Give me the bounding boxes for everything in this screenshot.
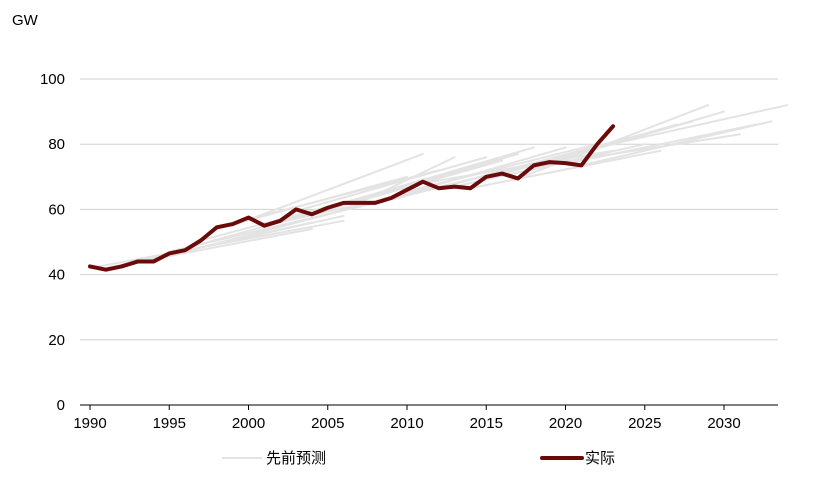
- x-tick-label: 2025: [628, 415, 661, 432]
- x-tick-label: 2000: [232, 415, 265, 432]
- x-tick-label: 2030: [707, 415, 740, 432]
- forecast-line: [564, 123, 757, 165]
- actual-line: [88, 124, 616, 272]
- legend-forecast-label: 先前预测: [266, 449, 326, 467]
- y-unit-label: GW: [12, 12, 39, 29]
- forecast-line: [516, 104, 710, 180]
- forecast-line: [580, 120, 773, 167]
- x-tick-label: 2020: [549, 415, 582, 432]
- legend: 先前预测 实际: [222, 449, 615, 467]
- legend-actual-label: 实际: [585, 449, 615, 467]
- x-tick-label: 2015: [470, 415, 503, 432]
- y-tick-label: 100: [40, 71, 65, 88]
- forecast-line: [295, 156, 488, 213]
- x-axis: 1990 1995 2000 2005 2010 2015 2020 2025 2030: [73, 404, 778, 432]
- y-axis: 0 20 40 60 80 100: [40, 71, 65, 414]
- forecast-line: [406, 143, 599, 193]
- y-tick-label: 40: [48, 267, 65, 284]
- y-tick-label: 0: [57, 397, 65, 414]
- forecast-line: [548, 133, 741, 165]
- forecast-line: [469, 149, 662, 190]
- x-tick-label: 1995: [153, 415, 186, 432]
- forecast-line: [358, 156, 456, 204]
- y-tick-label: 60: [48, 201, 65, 218]
- forecast-line: [596, 104, 789, 149]
- actual-series: [88, 124, 616, 272]
- forecast-line: [231, 152, 424, 227]
- y-tick-label: 20: [48, 332, 65, 349]
- x-tick-label: 2005: [311, 415, 344, 432]
- y-tick-label: 80: [48, 136, 65, 153]
- forecast-line: [247, 169, 440, 221]
- forecast-line: [342, 146, 535, 204]
- x-tick-label: 2010: [390, 415, 423, 432]
- x-tick-label: 1990: [73, 415, 106, 432]
- forecast-line: [532, 110, 725, 169]
